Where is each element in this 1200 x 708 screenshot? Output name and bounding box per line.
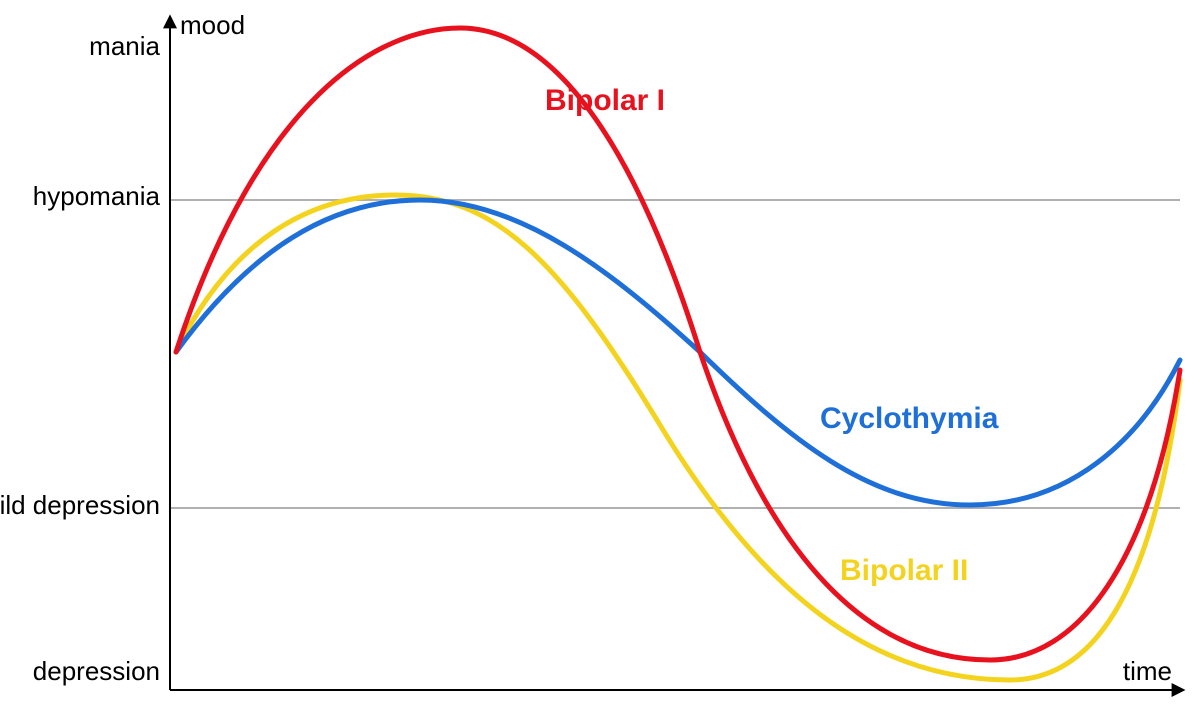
y-tick-label: mild depression <box>0 490 160 520</box>
series-label-cyclothymia: Cyclothymia <box>820 402 999 435</box>
mood-time-chart: mood time mania hypomania mild depression dep… <box>0 0 1200 708</box>
y-axis-label: mood <box>180 10 245 40</box>
y-tick-label: hypomania <box>33 181 161 211</box>
x-axis-label: time <box>1123 656 1172 686</box>
series-bipolar-i <box>176 28 1180 660</box>
series-bipolar-ii <box>176 195 1180 680</box>
y-tick-label: depression <box>33 656 160 686</box>
y-tick-label: mania <box>89 31 160 61</box>
series-label-bipolar-i: Bipolar I <box>545 84 665 117</box>
series-cyclothymia <box>176 200 1180 505</box>
series-label-bipolar-ii: Bipolar II <box>840 554 968 587</box>
